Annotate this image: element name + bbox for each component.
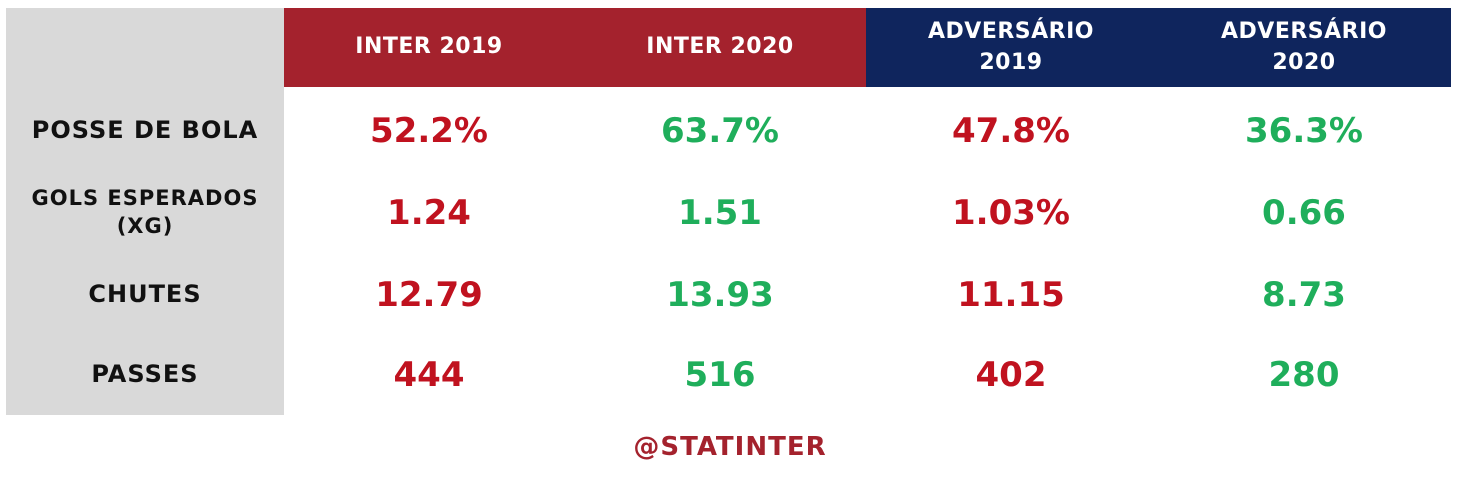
data-cell: 11.15 (957, 275, 1065, 315)
column-header: INTER 2020 (646, 34, 794, 60)
inter-header-band (284, 8, 866, 87)
data-cell: 444 (393, 355, 465, 395)
row-label: POSSE DE BOLA (31, 116, 259, 145)
data-cell: 63.7% (661, 111, 779, 151)
data-cell: 12.79 (375, 275, 483, 315)
data-cell: 36.3% (1245, 111, 1363, 151)
adversario-header-band (866, 8, 1451, 87)
column-header: ADVERSÁRIO 2019 (928, 18, 1094, 75)
data-cell: 1.51 (678, 192, 762, 233)
column-header: INTER 2019 (355, 34, 503, 60)
data-cell: 47.8% (952, 111, 1070, 151)
data-cell: 52.2% (370, 111, 488, 151)
row-label-column (6, 8, 284, 415)
data-cell: 13.93 (666, 275, 774, 315)
column-header: ADVERSÁRIO 2020 (1221, 18, 1387, 75)
data-cell: 1.24 (387, 192, 471, 233)
data-cell: 8.73 (1262, 275, 1346, 315)
footer-handle: @STATINTER (633, 432, 827, 462)
data-cell: 1.03% (952, 192, 1070, 233)
row-label: CHUTES (88, 280, 202, 309)
data-cell: 0.66 (1262, 192, 1346, 233)
data-cell: 516 (684, 355, 756, 395)
data-cell: 280 (1268, 355, 1340, 395)
row-label: GOLS ESPERADOS (XG) (31, 186, 259, 238)
data-cell: 402 (975, 355, 1047, 395)
row-label: PASSES (91, 360, 199, 389)
